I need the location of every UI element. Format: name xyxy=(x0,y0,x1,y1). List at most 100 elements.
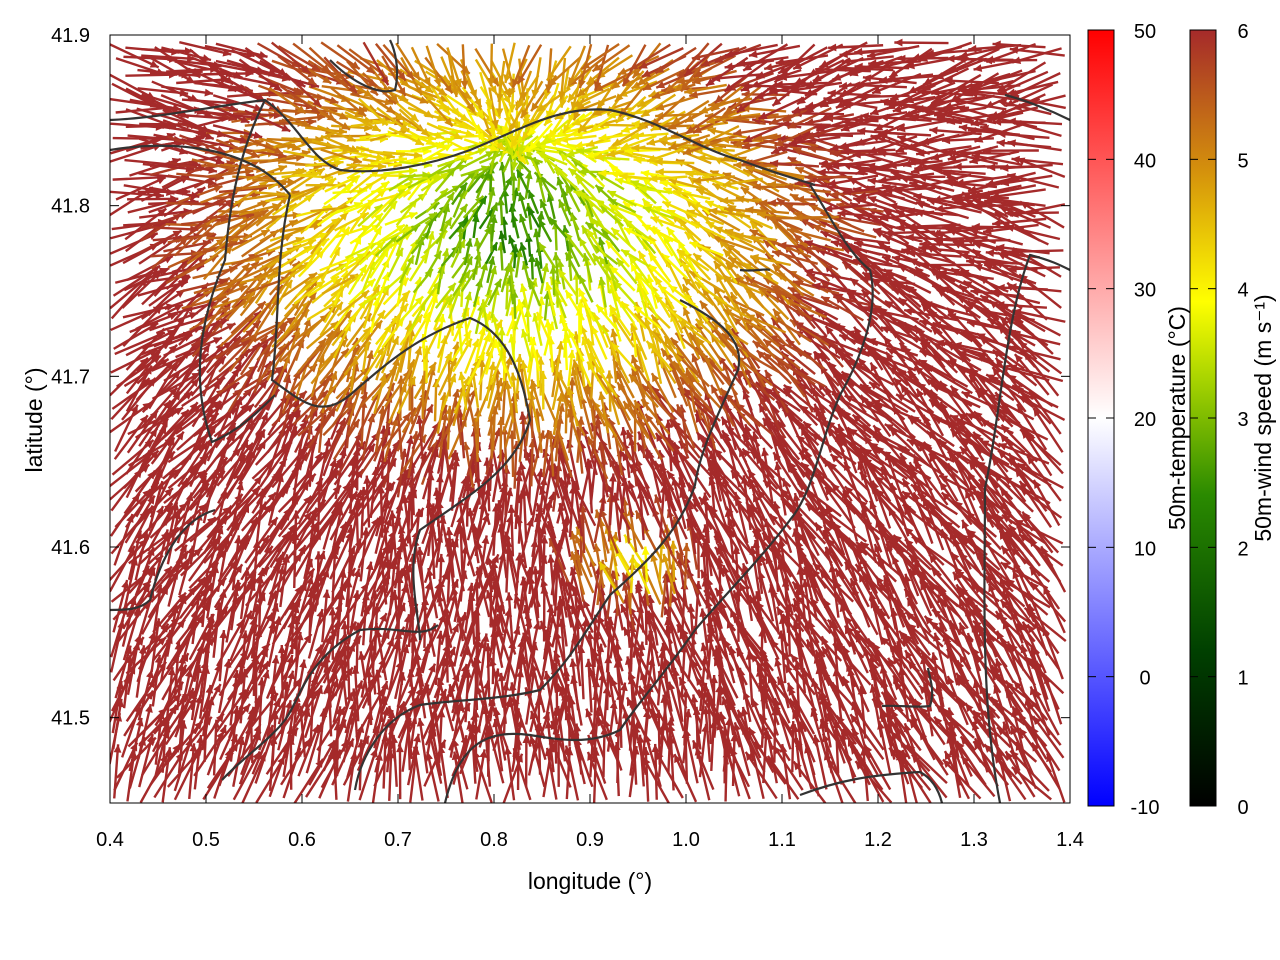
wind-arrow xyxy=(904,611,944,648)
wind-arrows xyxy=(110,38,1067,803)
wind-arrow xyxy=(564,745,580,801)
wind-arrow xyxy=(416,717,429,774)
x-tick-label: 1.2 xyxy=(864,829,892,851)
wind-arrow xyxy=(475,749,488,800)
x-tick-label: 0.4 xyxy=(96,829,124,851)
wind-arrow xyxy=(744,751,778,800)
wind-arrow xyxy=(733,722,751,777)
wind-arrow xyxy=(543,670,556,727)
wind-arrow xyxy=(814,649,840,698)
wind-arrow xyxy=(253,669,270,723)
wind-arrow xyxy=(229,610,253,662)
wind-arrow xyxy=(638,685,662,736)
x-tick-label: 1.0 xyxy=(672,829,700,851)
wind-arrow xyxy=(505,592,514,645)
wind-arrow xyxy=(849,713,885,761)
wind-arrow xyxy=(239,630,249,685)
wind-arrow xyxy=(620,603,645,657)
colorbar-tick-label: 50 xyxy=(1134,21,1156,43)
windspeed-colorbar: 0 1 2 3 4 5 6 50m-wind speed (m s⁻¹) xyxy=(1189,21,1276,819)
wind-arrow xyxy=(277,670,295,725)
y-tick-label: 41.9 xyxy=(51,25,90,47)
colorbar-tick-label: 3 xyxy=(1237,409,1248,431)
wind-arrow xyxy=(774,657,790,709)
wind-arrow xyxy=(893,681,932,725)
wind-arrow xyxy=(1024,655,1065,695)
wind-arrow xyxy=(929,620,971,656)
wind-arrow xyxy=(245,612,274,661)
wind-arrow xyxy=(751,698,775,751)
wind-arrow xyxy=(188,613,215,661)
x-tick-label: 1.1 xyxy=(768,829,796,851)
wind-arrow xyxy=(307,608,325,659)
wind-arrow xyxy=(586,630,597,684)
x-axis-label: longitude (°) xyxy=(528,868,652,894)
wind-arrow xyxy=(779,743,792,800)
wind-arrow xyxy=(903,633,945,674)
x-tick-label: 0.8 xyxy=(480,829,508,851)
wind-arrow xyxy=(464,582,475,634)
wind-arrow xyxy=(642,756,670,803)
wind-arrow xyxy=(206,724,227,776)
wind-arrow xyxy=(891,655,924,700)
wind-arrow xyxy=(663,606,686,655)
wind-arrow xyxy=(783,663,817,712)
wind-arrow xyxy=(870,601,906,648)
wind-arrow xyxy=(328,607,337,660)
wind-arrow xyxy=(958,622,982,672)
wind-arrow xyxy=(112,579,129,633)
colorbar-tick-label: 4 xyxy=(1237,280,1248,302)
y-tick-label: 41.5 xyxy=(51,708,90,730)
wind-arrow xyxy=(544,720,555,773)
temperature-colorbar-label: 50m-temperature (°C) xyxy=(1164,306,1190,530)
wind-arrow xyxy=(972,740,1010,786)
x-tick-label: 0.9 xyxy=(576,829,604,851)
wind-arrow xyxy=(423,739,447,787)
wind-arrow xyxy=(161,747,173,803)
wind-arrow xyxy=(280,737,312,786)
wind-arrow xyxy=(983,743,1023,785)
colorbar-tick-label: 40 xyxy=(1134,150,1156,172)
wind-arrow xyxy=(277,654,294,706)
colorbar-tick-label: 2 xyxy=(1237,538,1248,560)
x-tick-label: 0.6 xyxy=(288,829,316,851)
x-tick-label: 0.7 xyxy=(384,829,412,851)
wind-arrow xyxy=(790,603,827,645)
wind-arrow xyxy=(188,743,198,800)
wind-arrow xyxy=(303,685,323,739)
y-tick-label: 41.6 xyxy=(51,537,90,559)
wind-arrow xyxy=(699,608,710,659)
wind-arrow xyxy=(504,746,516,801)
colorbar-tick-label: 6 xyxy=(1237,21,1248,43)
windspeed-colorbar-label: 50m-wind speed (m s⁻¹) xyxy=(1250,294,1276,541)
wind-arrow xyxy=(344,680,364,734)
colorbar-tick-label: -10 xyxy=(1131,797,1160,819)
wind-arrow xyxy=(396,743,404,800)
x-tick-label: 1.3 xyxy=(960,829,988,851)
wind-arrow xyxy=(942,758,982,800)
wind-arrow xyxy=(434,630,444,686)
wind-arrow xyxy=(879,636,921,673)
wind-arrow xyxy=(787,686,816,735)
wind-arrow xyxy=(582,599,607,648)
colorbar-tick-label: 1 xyxy=(1237,668,1248,690)
wind-arrow xyxy=(413,663,437,713)
colorbar-tick-label: 0 xyxy=(1139,668,1150,690)
wind-arrow xyxy=(484,643,492,699)
wind-arrow xyxy=(919,706,960,748)
wind-arrow xyxy=(116,736,157,779)
wind-arrow xyxy=(748,594,777,646)
wind-arrow xyxy=(277,699,293,751)
wind-arrow xyxy=(585,708,605,759)
wind-arrow xyxy=(972,709,1012,749)
y-axis-label: latitude (°) xyxy=(21,367,47,472)
colorbar-tick-label: 10 xyxy=(1134,538,1156,560)
wind-arrow xyxy=(391,591,401,644)
wind-arrow xyxy=(529,735,546,788)
wind-arrow xyxy=(569,658,580,711)
wind-arrow xyxy=(193,734,204,790)
wind-arrow xyxy=(667,681,685,732)
wind-arrow xyxy=(843,615,879,662)
wind-arrow xyxy=(340,621,349,673)
